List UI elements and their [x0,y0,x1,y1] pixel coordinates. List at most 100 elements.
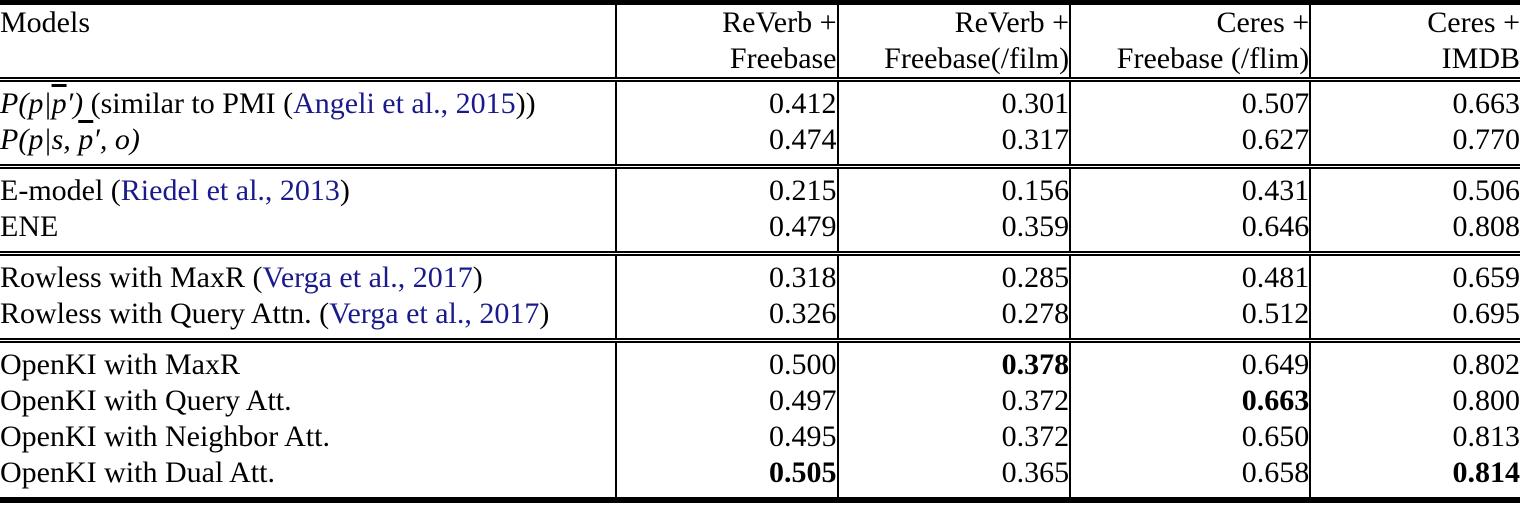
metric-value: 0.813 [1452,420,1520,453]
metric-value: 0.215 [615,164,839,209]
math-expression: p [78,123,94,156]
metric-value: 0.378 [837,338,1072,383]
model-label: OpenKI with Neighbor Att. [0,419,617,455]
metric-value: 0.497 [615,383,839,419]
metric-value: 0.326 [615,296,839,341]
model-label: Rowless with Query Attn. (Verga et al., … [0,296,617,341]
model-label: OpenKI with Dual Att. [0,455,617,500]
metric-value: 0.802 [1310,338,1520,383]
metric-value: 0.278 [837,296,1072,341]
model-label: P(p|s, p′, o) [0,122,617,167]
header-line1: Ceres + [1427,6,1520,39]
label-text: )) [515,87,536,120]
metric-value: 0.481 [1070,251,1312,296]
metric-value: 0.800 [1452,384,1520,417]
metric-value: 0.627 [1070,122,1312,167]
metric-value: 0.412 [615,77,839,122]
math-expression: ′) [66,87,84,120]
metric-value: 0.301 [837,77,1072,122]
table-row: OpenKI with Neighbor Att. 0.495 0.372 0.650… [0,419,1520,455]
model-label: OpenKI with MaxR [0,338,617,383]
header-line1: Models [0,6,90,39]
column-header-reverb-freebase: ReVerb + Freebase [615,2,839,80]
metric-value: 0.663 [1310,77,1520,122]
metric-value: 0.663 [1070,383,1312,419]
citation-link[interactable]: Riedel et al., 2013 [120,174,340,207]
model-label: P(p|p′) (similar to PMI (Angeli et al., … [0,77,617,122]
label-text: ) [472,261,483,294]
model-label: Rowless with MaxR (Verga et al., 2017) [0,251,617,296]
column-header-models: Models [0,2,617,80]
metric-value: 0.658 [1070,455,1312,500]
metric-value: 0.372 [837,419,1072,455]
metric-value: 0.495 [615,419,839,455]
metric-value: 0.317 [837,122,1072,167]
table-row: ENE 0.479 0.359 0.646 0.808 [0,209,1520,254]
label-text: ) [539,297,550,330]
header-row: Models ReVerb + Freebase ReVerb + Freeba… [0,2,1520,80]
citation-link[interactable]: Verga et al., 2017 [262,261,473,294]
header-line2: Freebase [729,42,837,75]
metric-value: 0.318 [615,251,839,296]
table-header: Models ReVerb + Freebase ReVerb + Freeba… [0,2,1520,80]
metric-value: 0.649 [1070,338,1312,383]
table-row: P(p|p′) (similar to PMI (Angeli et al., … [0,77,1520,122]
metric-value: 0.770 [1452,123,1520,156]
label-text: OpenKI with Query Att. [0,384,292,417]
table-section-1: P(p|p′) (similar to PMI (Angeli et al., … [0,77,1520,167]
citation-link[interactable]: Verga et al., 2017 [329,297,540,330]
results-table: Models ReVerb + Freebase ReVerb + Freeba… [0,0,1520,503]
label-text: (similar to PMI ( [83,87,294,120]
header-line2: IMDB [1441,42,1520,75]
label-text: ) [339,174,350,207]
model-label: ENE [0,209,617,254]
citation-link[interactable]: Angeli et al., 2015 [293,87,516,120]
metric-value: 0.808 [1452,210,1520,243]
table-section-3: Rowless with MaxR (Verga et al., 2017) 0.… [0,251,1520,341]
table-row: Rowless with MaxR (Verga et al., 2017) 0.… [0,251,1520,296]
metric-value: 0.646 [1070,209,1312,254]
label-text: OpenKI with Dual Att. [0,456,275,489]
metric-value: 0.474 [615,122,839,167]
metric-value: 0.285 [837,251,1072,296]
metric-value: 0.659 [1310,251,1520,296]
metric-value: 0.650 [1070,419,1312,455]
metric-value: 0.506 [1310,164,1520,209]
label-text: Rowless with MaxR ( [0,261,263,294]
header-line1: Ceres + [1216,6,1310,39]
metric-value: 0.156 [837,164,1072,209]
table-section-2: E-model (Riedel et al., 2013) 0.215 0.156 0… [0,164,1520,254]
metric-value: 0.372 [837,383,1072,419]
metric-value: 0.695 [1452,297,1520,330]
metric-value: 0.505 [615,455,839,500]
metric-value: 0.512 [1070,296,1312,341]
table-row: OpenKI with Dual Att. 0.505 0.365 0.658 0.81… [0,455,1520,500]
math-expression: ′, o) [93,123,140,156]
table-row: P(p|s, p′, o) 0.474 0.317 0.627 0.770 [0,122,1520,167]
model-label: OpenKI with Query Att. [0,383,617,419]
math-expression: P(p| [0,87,52,120]
metric-value: 0.431 [1070,164,1312,209]
header-line1: ReVerb + [722,6,837,39]
metric-value: 0.365 [837,455,1072,500]
table-row: OpenKI with Query Att. 0.497 0.372 0.663 0.8… [0,383,1520,419]
metric-value: 0.500 [615,338,839,383]
table-section-4: OpenKI with MaxR 0.500 0.378 0.649 0.802 Open… [0,338,1520,500]
model-label: E-model (Riedel et al., 2013) [0,164,617,209]
math-expression: p [51,87,67,120]
metric-value: 0.814 [1452,456,1520,489]
label-text: OpenKI with Neighbor Att. [0,420,330,453]
table-row: Rowless with Query Attn. (Verga et al., … [0,296,1520,341]
column-header-reverb-freebase-film: ReVerb + Freebase(/film) [837,2,1072,80]
label-text: OpenKI with MaxR [0,348,240,381]
metric-value: 0.359 [837,209,1072,254]
table-row: OpenKI with MaxR 0.500 0.378 0.649 0.802 [0,338,1520,383]
label-text: ENE [0,210,59,243]
header-line2: Freebase (/flim) [1116,42,1310,75]
header-line2: Freebase(/film) [884,42,1070,75]
label-text: Rowless with Query Attn. ( [0,297,330,330]
label-text: E-model ( [0,174,121,207]
math-expression: P(p|s, [0,123,79,156]
column-header-ceres-imdb: Ceres + IMDB [1310,3,1520,80]
